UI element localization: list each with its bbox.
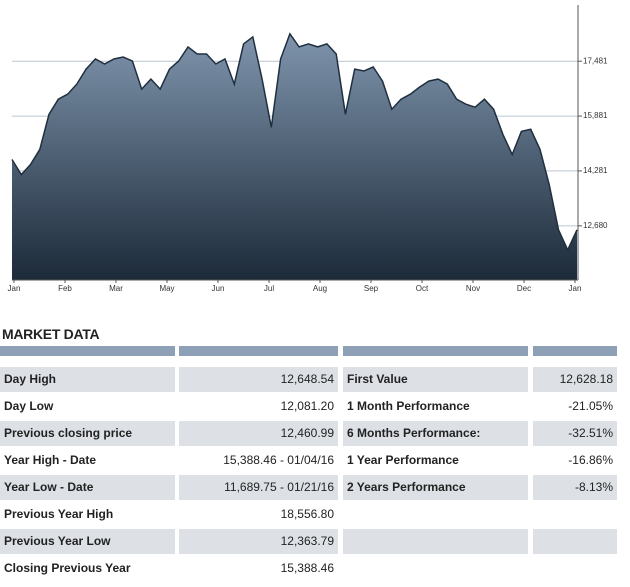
x-tick-label: Jun (212, 284, 225, 293)
header-cell (0, 346, 175, 356)
row-label: Closing Previous Year (4, 561, 131, 575)
row-label: 2 Years Performance (343, 475, 528, 500)
empty-cell (343, 529, 528, 554)
x-tick-label: Sep (364, 284, 379, 293)
row-label: Previous Year High (4, 507, 114, 521)
area-fill (12, 33, 577, 281)
x-tick-label: Dec (517, 284, 531, 293)
empty-cell (533, 529, 617, 554)
x-tick-label: Feb (58, 284, 72, 293)
x-tick-label: Oct (416, 284, 429, 293)
y-tick-label: 17,481 (583, 56, 608, 65)
y-tick-label: 12,680 (583, 221, 608, 230)
row-value: 12,460.99 (179, 421, 338, 446)
row-label: Previous closing price (0, 421, 175, 446)
y-tick-label: 14,281 (583, 166, 608, 175)
row-label: 1 Month Performance (347, 399, 470, 413)
row-value: 12,648.54 (179, 367, 338, 392)
row-label: Day Low (4, 399, 54, 413)
row-label: Day High (0, 367, 175, 392)
row-label: Year High - Date (4, 453, 97, 467)
header-cell (179, 346, 338, 356)
row-value: 11,689.75 - 01/21/16 (179, 475, 338, 500)
row-value: -32.51% (533, 421, 617, 446)
y-tick-label: 15,881 (583, 111, 608, 120)
row-label: 6 Months Performance: (343, 421, 528, 446)
row-label: 1 Year Performance (347, 453, 459, 467)
x-tick-label: Jan (569, 284, 582, 293)
empty-cell (343, 502, 528, 527)
row-value: 12,363.79 (179, 529, 338, 554)
row-value: 15,388.46 (280, 561, 334, 575)
row-value: -21.05% (568, 399, 613, 413)
empty-cell (533, 556, 617, 581)
row-value: 15,388.46 - 01/04/16 (223, 453, 334, 467)
empty-cell (533, 502, 617, 527)
row-value: 12,628.18 (533, 367, 617, 392)
row-label: First Value (343, 367, 528, 392)
x-tick-label: Jul (264, 284, 274, 293)
x-tick-label: May (159, 284, 174, 293)
x-tick-label: Mar (109, 284, 123, 293)
header-cell (533, 346, 617, 356)
chart: 12,680 14,281 15,881 17,481 Jan Feb Mar May Jun J… (8, 5, 608, 293)
section-title: MARKET DATA (2, 326, 100, 342)
row-value: -16.86% (568, 453, 613, 467)
row-value: 18,556.80 (280, 507, 334, 521)
x-tick-label: Jan (8, 284, 21, 293)
row-value: -8.13% (533, 475, 617, 500)
row-label: Year Low - Date (0, 475, 175, 500)
row-label: Previous Year Low (0, 529, 175, 554)
x-tick-label: Aug (313, 284, 327, 293)
area-line (11, 32, 578, 252)
empty-cell (343, 556, 528, 581)
x-tick-label: Nov (466, 284, 480, 293)
row-value: 12,081.20 (280, 399, 334, 413)
header-cell (343, 346, 528, 356)
